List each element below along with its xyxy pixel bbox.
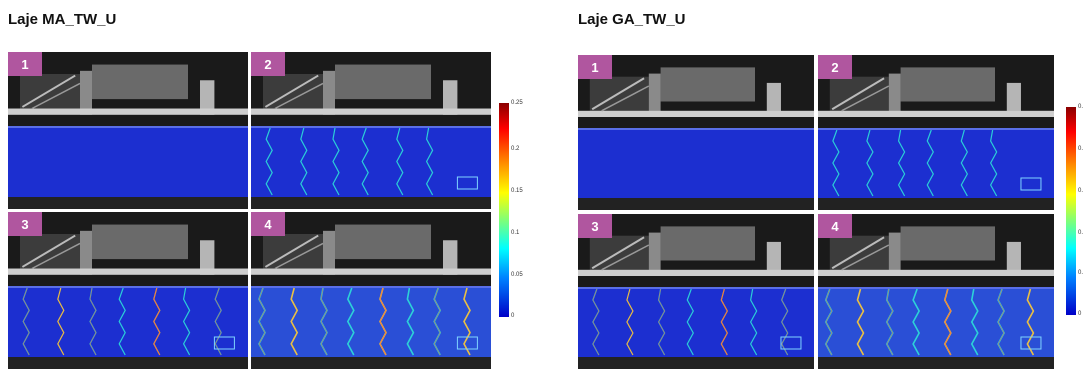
colorbar-right-tick-5: 0 [1078,311,1082,317]
colorbar-right-tick-3: 0. [1078,230,1084,236]
colorbar-left-tick-2: 0.15 [511,188,523,194]
panel-right-3: 3 [578,214,814,369]
panel-left-1: 1 [8,52,248,209]
title-right: Laje GA_TW_U [578,11,686,28]
panel-left-3: 3 [8,212,248,369]
badge-left-3: 3 [8,212,42,236]
colorbar-right-tick-0: 0. [1078,104,1084,110]
panel-right-4: 4 [818,214,1054,369]
badge-right-4: 4 [818,214,852,238]
panel-right-2: 2 [818,55,1054,210]
panel-left-2: 2 [251,52,491,209]
badge-left-2: 2 [251,52,285,76]
panel-left-4: 4 [251,212,491,369]
badge-left-4: 4 [251,212,285,236]
colorbar-right-tick-4: 0. [1078,270,1084,276]
colorbar-right-gradient [1066,107,1076,315]
badge-right-1: 1 [578,55,612,79]
badge-left-1: 1 [8,52,42,76]
colorbar-left-gradient [499,103,509,317]
badge-right-3: 3 [578,214,612,238]
colorbar-left-tick-4: 0.05 [511,272,523,278]
badge-right-2: 2 [818,55,852,79]
colorbar-right-tick-2: 0. [1078,188,1084,194]
colorbar-left-tick-1: 0.2 [511,146,520,152]
title-left: Laje MA_TW_U [8,11,117,28]
panel-right-1: 1 [578,55,814,210]
colorbar-right-tick-1: 0. [1078,146,1084,152]
colorbar-left-tick-5: 0 [511,313,515,319]
colorbar-left-tick-3: 0.1 [511,230,520,236]
colorbar-left-tick-0: 0.25 [511,100,523,106]
